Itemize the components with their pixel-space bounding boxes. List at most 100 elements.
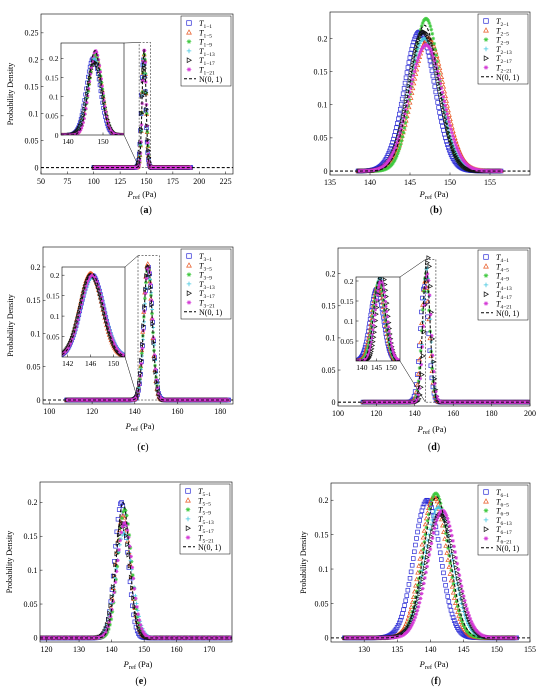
data-point (430, 336, 436, 342)
y-tick-label: 0.15 (46, 291, 59, 300)
zoom-connector (399, 259, 426, 278)
x-tick-label: 135 (324, 178, 336, 187)
data-point (145, 140, 150, 145)
data-point (421, 19, 426, 23)
zoom-box (138, 42, 151, 168)
zoom-box (425, 259, 437, 403)
x-tick-label: 120 (86, 407, 98, 416)
data-point (405, 110, 410, 114)
data-point (426, 37, 432, 43)
data-point (419, 328, 424, 333)
data-point (391, 150, 396, 154)
x-tick-label: 140 (409, 409, 421, 418)
data-point (411, 72, 415, 77)
data-point (91, 54, 95, 59)
y-axis-label: Probability Density (6, 294, 15, 356)
legend-marker (186, 253, 192, 259)
data-point (400, 91, 406, 96)
data-point (424, 277, 429, 283)
data-point (150, 317, 155, 322)
legend-marker (483, 254, 489, 260)
panel-label: (b) (430, 205, 442, 216)
data-point (455, 147, 460, 152)
data-point (420, 21, 425, 26)
data-point (424, 299, 429, 305)
data-point (459, 155, 464, 160)
data-point (140, 78, 145, 83)
x-tick-label: 100 (43, 407, 55, 416)
data-point (456, 150, 461, 154)
inset-frame (60, 42, 125, 136)
data-point (101, 303, 105, 307)
legend-label: T1−9 (199, 38, 212, 49)
data-point (429, 50, 434, 55)
plot-frame (40, 13, 234, 175)
data-point (408, 51, 414, 56)
data-point (442, 132, 447, 137)
data-point (439, 86, 444, 91)
data-point (413, 59, 417, 64)
data-point (441, 128, 446, 133)
data-point (138, 143, 143, 148)
data-point (69, 341, 73, 345)
zoom-box (137, 255, 160, 401)
legend-marker (186, 300, 192, 305)
data-point (144, 280, 148, 285)
data-point (407, 55, 413, 61)
legend-marker (483, 282, 489, 288)
data-point (405, 88, 411, 94)
data-point (447, 119, 451, 124)
data-point (445, 107, 451, 113)
x-tick-label: 150 (140, 177, 152, 186)
x-tick-label: 120 (370, 409, 382, 418)
data-point (139, 361, 144, 366)
data-point (403, 99, 409, 105)
data-point (435, 394, 439, 399)
data-point (403, 75, 409, 81)
y-tick-label: 0.05 (45, 112, 58, 121)
data-point (448, 123, 452, 128)
data-point (423, 30, 429, 36)
data-point (399, 96, 405, 102)
data-point (75, 128, 80, 134)
data-point (431, 79, 437, 84)
data-point (81, 110, 86, 116)
data-point (441, 104, 446, 108)
zoom-connector (123, 134, 140, 168)
data-point (441, 84, 447, 89)
data-point (453, 142, 458, 147)
normal-fit-line (41, 49, 233, 169)
data-point (399, 138, 404, 143)
legend-label: T2−21 (496, 64, 512, 75)
data-point (430, 31, 435, 36)
data-point (432, 84, 438, 89)
data-point (403, 120, 408, 125)
data-point (77, 314, 81, 318)
data-point (95, 55, 99, 59)
data-point (406, 83, 412, 89)
data-point (419, 48, 424, 53)
data-point (407, 98, 412, 102)
data-point (430, 366, 435, 371)
x-axis-label: Pref (Pa) (419, 189, 449, 201)
data-point (153, 367, 158, 372)
data-point (428, 24, 433, 29)
data-point (111, 339, 115, 343)
data-point (80, 302, 84, 306)
data-point (92, 51, 96, 55)
data-point (499, 169, 504, 173)
data-point (81, 294, 86, 299)
data-point (392, 147, 397, 152)
x-axis-label: Pref (Pa) (125, 421, 155, 433)
data-point (417, 356, 423, 362)
y-tick-label: 0.2 (31, 263, 41, 272)
normal-fit-line (338, 265, 530, 403)
panel-label: (c) (137, 442, 148, 453)
data-point (399, 127, 403, 132)
data-point (425, 260, 430, 266)
data-point (84, 106, 88, 111)
data-point (99, 77, 103, 81)
data-point (145, 267, 150, 272)
legend-label: T1−1 (199, 19, 212, 30)
